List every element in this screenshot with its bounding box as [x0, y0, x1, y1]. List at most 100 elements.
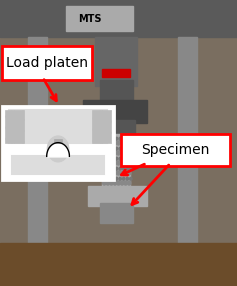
- Text: Load platen: Load platen: [6, 56, 88, 70]
- Circle shape: [103, 141, 106, 145]
- Circle shape: [126, 147, 128, 150]
- Circle shape: [128, 141, 131, 145]
- Circle shape: [128, 181, 131, 185]
- Circle shape: [117, 141, 120, 145]
- Circle shape: [123, 147, 125, 150]
- Circle shape: [115, 147, 118, 150]
- Bar: [92, 110, 102, 143]
- Bar: [88, 186, 147, 206]
- Bar: [95, 37, 137, 86]
- Bar: [0, 0, 237, 37]
- Bar: [0, 243, 237, 286]
- Circle shape: [124, 161, 127, 165]
- Circle shape: [120, 181, 124, 185]
- Circle shape: [113, 151, 117, 155]
- Circle shape: [124, 181, 127, 185]
- Circle shape: [106, 151, 109, 155]
- Circle shape: [120, 151, 124, 155]
- Bar: [5, 110, 14, 143]
- Circle shape: [103, 181, 106, 185]
- Circle shape: [115, 137, 118, 140]
- Text: Specimen: Specimen: [141, 143, 210, 157]
- Circle shape: [119, 147, 121, 150]
- Circle shape: [106, 141, 109, 145]
- Circle shape: [126, 167, 128, 170]
- Circle shape: [110, 141, 113, 145]
- Circle shape: [119, 137, 121, 140]
- Circle shape: [105, 157, 107, 160]
- Circle shape: [128, 161, 131, 165]
- Circle shape: [47, 136, 69, 162]
- Circle shape: [117, 161, 120, 165]
- Circle shape: [108, 177, 111, 180]
- Circle shape: [130, 167, 132, 170]
- Circle shape: [103, 161, 106, 165]
- Bar: [2, 106, 114, 180]
- Circle shape: [130, 157, 132, 160]
- Circle shape: [130, 147, 132, 150]
- FancyBboxPatch shape: [2, 46, 92, 80]
- Text: MTS: MTS: [78, 14, 102, 23]
- Bar: [100, 203, 133, 223]
- Circle shape: [126, 157, 128, 160]
- Circle shape: [119, 167, 121, 170]
- Bar: [83, 100, 147, 123]
- Bar: [12, 156, 104, 174]
- Bar: [97, 120, 135, 134]
- Circle shape: [110, 161, 113, 165]
- Circle shape: [108, 147, 111, 150]
- Bar: [178, 37, 197, 286]
- Bar: [54, 139, 62, 143]
- Circle shape: [110, 151, 113, 155]
- Circle shape: [110, 181, 113, 185]
- Circle shape: [128, 151, 131, 155]
- Circle shape: [120, 141, 124, 145]
- Circle shape: [117, 181, 120, 185]
- Circle shape: [123, 167, 125, 170]
- Bar: [102, 69, 130, 77]
- Circle shape: [115, 157, 118, 160]
- Circle shape: [103, 171, 106, 175]
- Circle shape: [119, 177, 121, 180]
- Circle shape: [123, 137, 125, 140]
- Circle shape: [113, 171, 117, 175]
- Circle shape: [112, 177, 114, 180]
- Circle shape: [130, 177, 132, 180]
- Circle shape: [110, 171, 113, 175]
- Circle shape: [112, 137, 114, 140]
- Bar: [102, 110, 111, 143]
- Circle shape: [126, 177, 128, 180]
- Circle shape: [112, 157, 114, 160]
- Bar: [66, 6, 133, 31]
- Bar: [102, 134, 130, 186]
- Circle shape: [123, 157, 125, 160]
- Circle shape: [105, 177, 107, 180]
- Circle shape: [108, 137, 111, 140]
- Circle shape: [108, 167, 111, 170]
- Bar: [28, 37, 47, 286]
- Circle shape: [112, 167, 114, 170]
- Circle shape: [130, 137, 132, 140]
- Circle shape: [106, 161, 109, 165]
- Circle shape: [126, 137, 128, 140]
- Circle shape: [119, 157, 121, 160]
- Circle shape: [124, 171, 127, 175]
- Circle shape: [120, 161, 124, 165]
- Circle shape: [117, 171, 120, 175]
- Circle shape: [112, 147, 114, 150]
- Circle shape: [108, 157, 111, 160]
- Bar: [14, 110, 24, 143]
- Circle shape: [128, 171, 131, 175]
- Circle shape: [115, 177, 118, 180]
- Circle shape: [115, 167, 118, 170]
- Circle shape: [105, 147, 107, 150]
- Circle shape: [113, 141, 117, 145]
- Circle shape: [120, 171, 124, 175]
- Circle shape: [123, 177, 125, 180]
- FancyBboxPatch shape: [121, 134, 230, 166]
- Bar: [9, 110, 107, 143]
- Circle shape: [117, 151, 120, 155]
- Circle shape: [113, 161, 117, 165]
- Bar: [100, 80, 133, 100]
- Circle shape: [124, 151, 127, 155]
